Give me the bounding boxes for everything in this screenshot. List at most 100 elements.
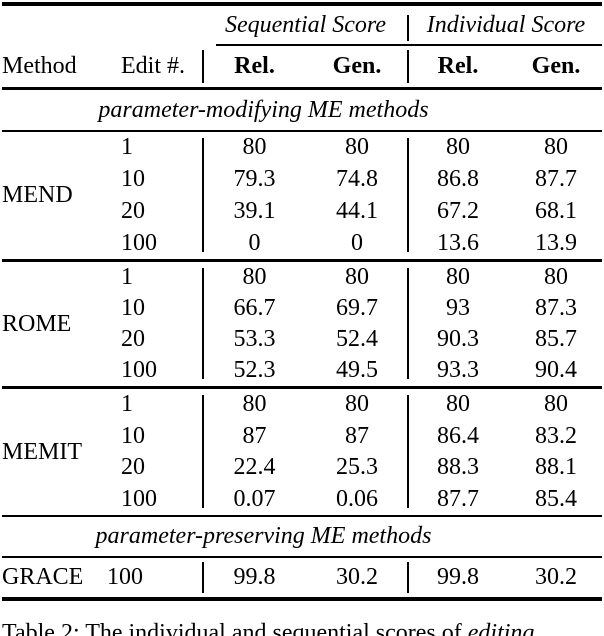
edit-count-cell: 20 [121, 326, 145, 352]
score-cell: 80 [345, 391, 369, 418]
edit-count-cell: 10 [121, 295, 145, 321]
column-divider [202, 562, 204, 593]
edit-count-cell: 20 [121, 197, 145, 224]
score-cell: 83.2 [535, 422, 577, 449]
group-header-row: Sequential Score Individual Score [0, 6, 604, 44]
score-cell: 80 [242, 134, 267, 161]
header-bottom-rule [2, 87, 602, 90]
block-separator-rule [2, 259, 602, 262]
score-cell: 85.4 [535, 485, 577, 512]
column-divider [407, 562, 409, 593]
col-header-ind-rel: Rel. [437, 53, 479, 79]
score-cell: 90.3 [437, 326, 479, 352]
score-cell: 53.3 [233, 326, 276, 352]
method-name: MEMIT [2, 438, 82, 465]
score-cell: 93.3 [437, 357, 479, 383]
table-top-rule [2, 2, 602, 6]
score-cell: 80 [446, 264, 470, 290]
column-divider [407, 268, 409, 379]
method-name: ROME [2, 310, 72, 337]
score-cell: 87 [345, 422, 369, 449]
method-name: MEND [2, 182, 73, 208]
score-cell: 80 [446, 391, 470, 418]
score-cell: 85.7 [535, 326, 577, 352]
score-cell: 80 [544, 134, 568, 161]
score-cell: 88.3 [437, 454, 479, 481]
column-divider [407, 138, 409, 252]
score-cell: 25.3 [336, 454, 378, 481]
section-rule [2, 556, 602, 558]
score-cell: 87 [242, 422, 267, 449]
block-separator-rule [2, 386, 602, 389]
column-divider [407, 50, 409, 83]
method-block-memit: MEMIT 1 80 80 80 80 10 87 87 86.4 83.2 2… [0, 389, 604, 515]
col-header-seq-rel: Rel. [234, 53, 275, 79]
method-block-rome: ROME 1 80 80 80 80 10 66.7 69.7 93 87.3 … [0, 262, 604, 386]
score-cell: 44.1 [336, 197, 378, 224]
section-heading-parameter-modifying: parameter-modifying ME methods [98, 96, 429, 123]
score-cell: 68.1 [535, 197, 577, 224]
table-caption: Table 2: The individual and sequential s… [0, 620, 604, 636]
method-name: GRACE [2, 564, 84, 590]
score-cell: 66.7 [233, 295, 276, 321]
column-header-row: Method Edit #. Rel. Gen. Rel. Gen. [0, 46, 604, 87]
score-cell: 80 [242, 264, 267, 290]
edit-count-cell: 100 [121, 357, 157, 383]
table-bottom-rule [2, 597, 602, 601]
edit-count-cell: 10 [121, 422, 145, 449]
score-cell: 80 [345, 134, 369, 161]
col-header-ind-gen: Gen. [531, 53, 581, 79]
group-header-spacer [0, 6, 203, 44]
edit-count-cell: 1 [121, 264, 133, 290]
section-rule [2, 515, 602, 517]
column-divider [202, 395, 204, 508]
score-cell: 90.4 [535, 357, 577, 383]
score-cell: 22.4 [233, 454, 276, 481]
score-cell: 99.8 [233, 564, 276, 590]
edit-count-cell: 100 [121, 485, 157, 512]
group-header-individual-score: Individual Score [426, 11, 586, 38]
table-caption-text: Table 2: The individual and sequential s… [2, 620, 468, 636]
score-cell: 30.2 [535, 564, 577, 590]
score-cell: 99.8 [437, 564, 479, 590]
score-cell: 69.7 [336, 295, 378, 321]
score-cell: 0 [351, 229, 363, 256]
score-cell: 13.6 [437, 229, 479, 256]
column-divider [202, 50, 204, 83]
method-row-grace: GRACE 100 99.8 30.2 99.8 30.2 [0, 558, 604, 597]
col-header-method: Method [2, 53, 77, 79]
column-divider [407, 15, 409, 41]
edit-count-cell: 10 [121, 166, 145, 193]
score-cell: 39.1 [233, 197, 276, 224]
score-cell: 80 [544, 264, 568, 290]
score-cell: 87.7 [535, 166, 577, 193]
score-cell: 93 [446, 295, 470, 321]
score-cell: 80 [345, 264, 369, 290]
col-header-seq-gen: Gen. [332, 53, 382, 79]
column-divider [202, 138, 204, 252]
score-cell: 87.3 [535, 295, 577, 321]
score-cell: 52.4 [336, 326, 378, 352]
edit-count-cell: 1 [121, 391, 133, 418]
score-cell: 79.3 [233, 166, 276, 193]
score-cell: 67.2 [437, 197, 479, 224]
score-cell: 87.7 [437, 485, 479, 512]
edit-count-cell: 100 [121, 229, 157, 256]
edit-count-cell: 1 [121, 134, 133, 161]
score-cell: 52.3 [233, 357, 276, 383]
score-cell: 80 [446, 134, 470, 161]
score-cell: 80 [242, 391, 267, 418]
column-divider [407, 395, 409, 508]
edit-count-cell: 100 [107, 564, 143, 590]
score-cell: 30.2 [336, 564, 378, 590]
edit-count-cell: 20 [121, 454, 145, 481]
score-cell: 80 [544, 391, 568, 418]
method-block-mend: MEND 1 80 80 80 80 10 79.3 74.8 86.8 87.… [0, 132, 604, 259]
score-cell: 0 [248, 229, 261, 256]
score-cell: 0.07 [233, 485, 276, 512]
group-header-sequential-score: Sequential Score [224, 11, 387, 38]
score-cell: 88.1 [535, 454, 577, 481]
score-cell: 13.9 [535, 229, 577, 256]
score-cell: 86.8 [437, 166, 479, 193]
